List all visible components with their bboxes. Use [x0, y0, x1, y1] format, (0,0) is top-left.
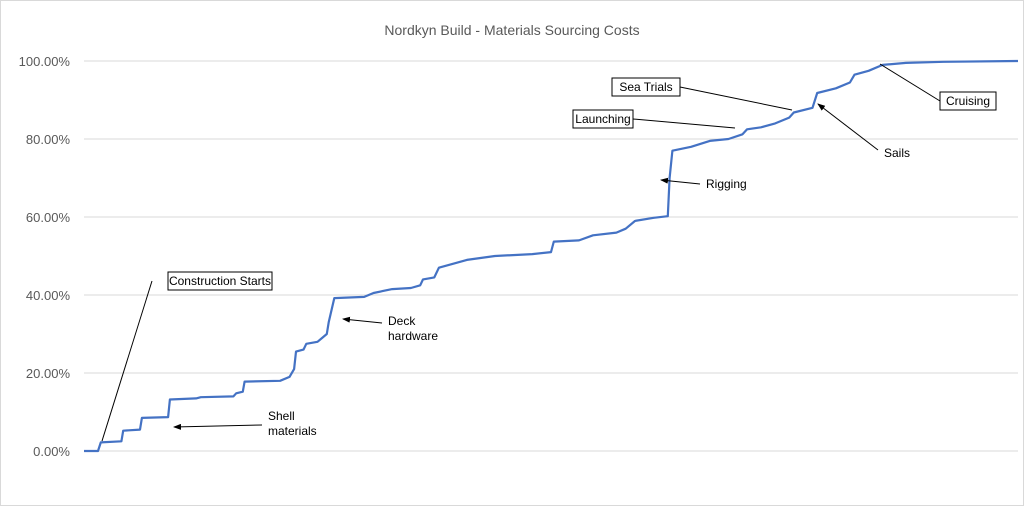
- y-tick-label: 60.00%: [26, 210, 71, 225]
- annotations: Construction Starts Shell materials Deck har…: [101, 63, 997, 442]
- y-tick-label: 40.00%: [26, 288, 71, 303]
- series-line: [84, 59, 1019, 453]
- annotation-label: Launching: [575, 112, 630, 126]
- annotation-arrow: [817, 103, 879, 151]
- annotation-label: Shell materials: [268, 409, 317, 438]
- annotation: Sails: [817, 103, 910, 160]
- y-tick-label: 80.00%: [26, 132, 71, 147]
- annotation-box: [611, 77, 681, 97]
- y-tick-label: 0.00%: [33, 444, 70, 459]
- annotation-leader-line: [879, 63, 941, 102]
- annotation-label: Cruising: [946, 94, 990, 108]
- annotation: Cruising: [879, 63, 997, 111]
- annotation-leader-line: [679, 86, 793, 111]
- annotation: Deck hardware: [342, 314, 438, 343]
- annotation-arrow: [660, 177, 701, 185]
- y-tick-label: 100.00%: [19, 54, 71, 69]
- annotation-label: Construction Starts: [169, 274, 271, 288]
- annotation-label: Deck hardware: [388, 314, 438, 343]
- gridlines: [84, 60, 1018, 452]
- annotation-leader-line: [101, 280, 153, 442]
- annotation-box: [939, 91, 997, 111]
- annotation: Sea Trials: [611, 77, 793, 111]
- annotation-label: Rigging: [706, 177, 747, 191]
- annotation: Shell materials: [173, 409, 317, 438]
- y-axis-ticks: 0.00% 20.00% 40.00% 60.00% 80.00% 100.00%: [19, 54, 71, 459]
- y-tick-label: 20.00%: [26, 366, 71, 381]
- annotation-arrow: [173, 423, 263, 430]
- annotation-leader-line: [632, 118, 736, 129]
- annotation-label: Sea Trials: [619, 80, 672, 94]
- chart-title: Nordkyn Build - Materials Sourcing Costs: [384, 22, 639, 38]
- annotation: Launching: [572, 109, 736, 129]
- annotation-arrow: [342, 316, 383, 324]
- annotation-label: Sails: [884, 146, 910, 160]
- annotation: Construction Starts: [101, 271, 273, 442]
- annotation-box: [572, 109, 634, 129]
- annotation: Rigging: [660, 177, 747, 191]
- annotation-box: [167, 271, 273, 291]
